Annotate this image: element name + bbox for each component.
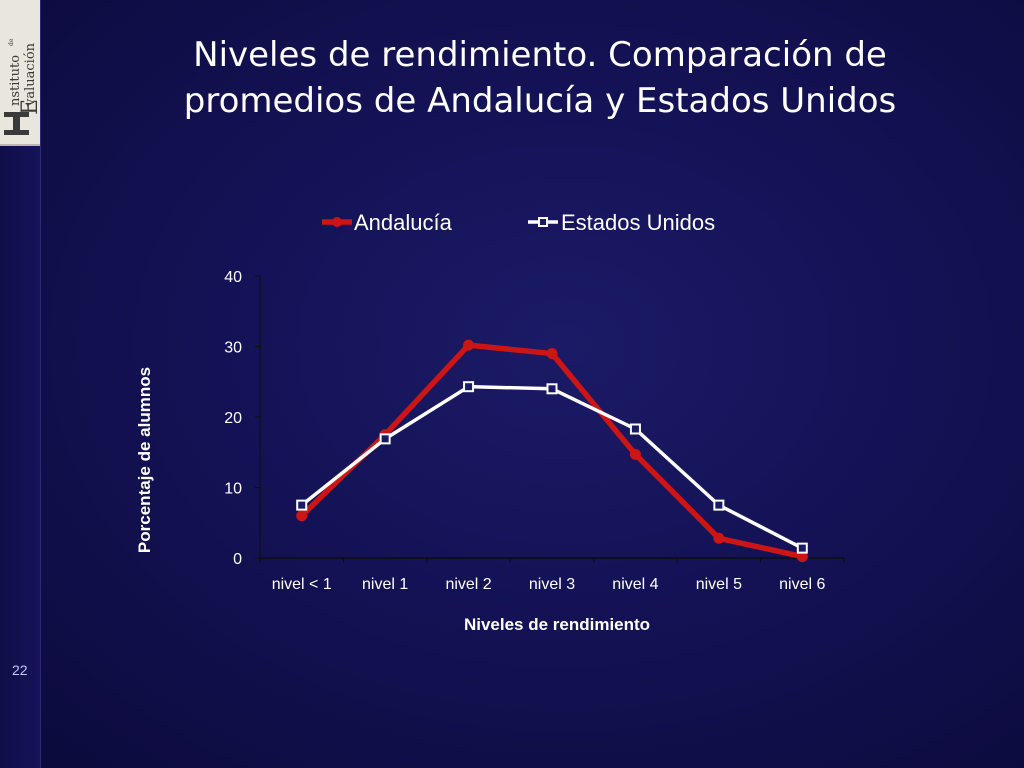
- chart-series: [296, 339, 808, 563]
- x-tick-label: nivel 2: [445, 576, 491, 593]
- data-point-andalucia: [713, 532, 725, 544]
- title-line-1: Niveles de rendimiento. Comparación de: [193, 35, 887, 75]
- chart-ticks: 0 10 20 30 40 nivel < 1 nivel 1 nivel 2 nivel 3 n…: [224, 269, 845, 593]
- instituto-evaluacion-logo: nstituto de valuación E: [0, 0, 40, 146]
- legend-marker: [332, 217, 342, 227]
- x-tick-label: nivel < 1: [272, 576, 332, 593]
- data-point-andalucia: [796, 551, 808, 563]
- data-point-andalucia: [629, 448, 641, 460]
- data-point-andalucia: [296, 510, 308, 522]
- chart-legend: Andalucía Estados Unidos: [322, 210, 715, 235]
- data-point-estados-unidos: [463, 381, 475, 393]
- data-point-estados-unidos: [296, 499, 308, 511]
- slide-number: 22: [12, 662, 28, 678]
- series-line-andalucia: [299, 342, 803, 560]
- data-point-estados-unidos: [629, 423, 641, 435]
- x-tick-label: nivel 4: [612, 576, 658, 593]
- data-point-estados-unidos: [796, 542, 808, 554]
- x-tick-label: nivel 5: [696, 576, 742, 593]
- data-point-estados-unidos: [379, 433, 391, 445]
- x-axis-label: Niveles de rendimiento: [464, 615, 650, 634]
- svg-text:nstituto: nstituto: [8, 55, 23, 106]
- title-line-2: promedios de Andalucía y Estados Unidos: [183, 81, 897, 121]
- y-tick-label: 40: [224, 269, 242, 286]
- y-tick-label: 20: [224, 410, 242, 427]
- x-tick-label: nivel 3: [529, 576, 575, 593]
- data-point-andalucia: [546, 348, 558, 360]
- x-tick-label: nivel 1: [362, 576, 408, 593]
- data-point-andalucia: [463, 339, 475, 351]
- left-sidebar-bar: nstituto de valuación E 22: [0, 0, 41, 768]
- svg-text:E: E: [18, 99, 40, 115]
- y-tick-label: 30: [224, 340, 242, 357]
- data-point-estados-unidos: [713, 499, 725, 511]
- svg-text:valuación: valuación: [23, 42, 38, 107]
- slide-title: Niveles de rendimiento. Comparación de p…: [120, 32, 960, 124]
- y-tick-label: 10: [224, 481, 242, 498]
- legend-label: Estados Unidos: [561, 210, 715, 235]
- legend-label: Andalucía: [354, 210, 453, 235]
- y-axis-label: Porcentaje de alumnos: [135, 367, 154, 553]
- x-tick-label: nivel 6: [779, 576, 825, 593]
- chart-axes: [259, 276, 844, 559]
- data-point-estados-unidos: [546, 383, 558, 395]
- y-tick-label: 0: [233, 551, 242, 568]
- series-line-estados-unidos: [300, 384, 804, 550]
- legend-marker: [538, 217, 548, 227]
- svg-text:de: de: [8, 38, 15, 46]
- logo-graphic: nstituto de valuación E: [4, 38, 40, 135]
